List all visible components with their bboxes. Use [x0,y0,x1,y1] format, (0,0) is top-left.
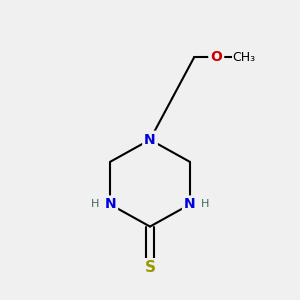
Text: N: N [184,197,196,212]
Text: O: O [210,50,222,64]
Text: H: H [201,200,209,209]
Text: CH₃: CH₃ [233,51,256,64]
Text: S: S [145,260,155,275]
Text: N: N [104,197,116,212]
Text: H: H [91,200,99,209]
Text: N: N [144,133,156,147]
